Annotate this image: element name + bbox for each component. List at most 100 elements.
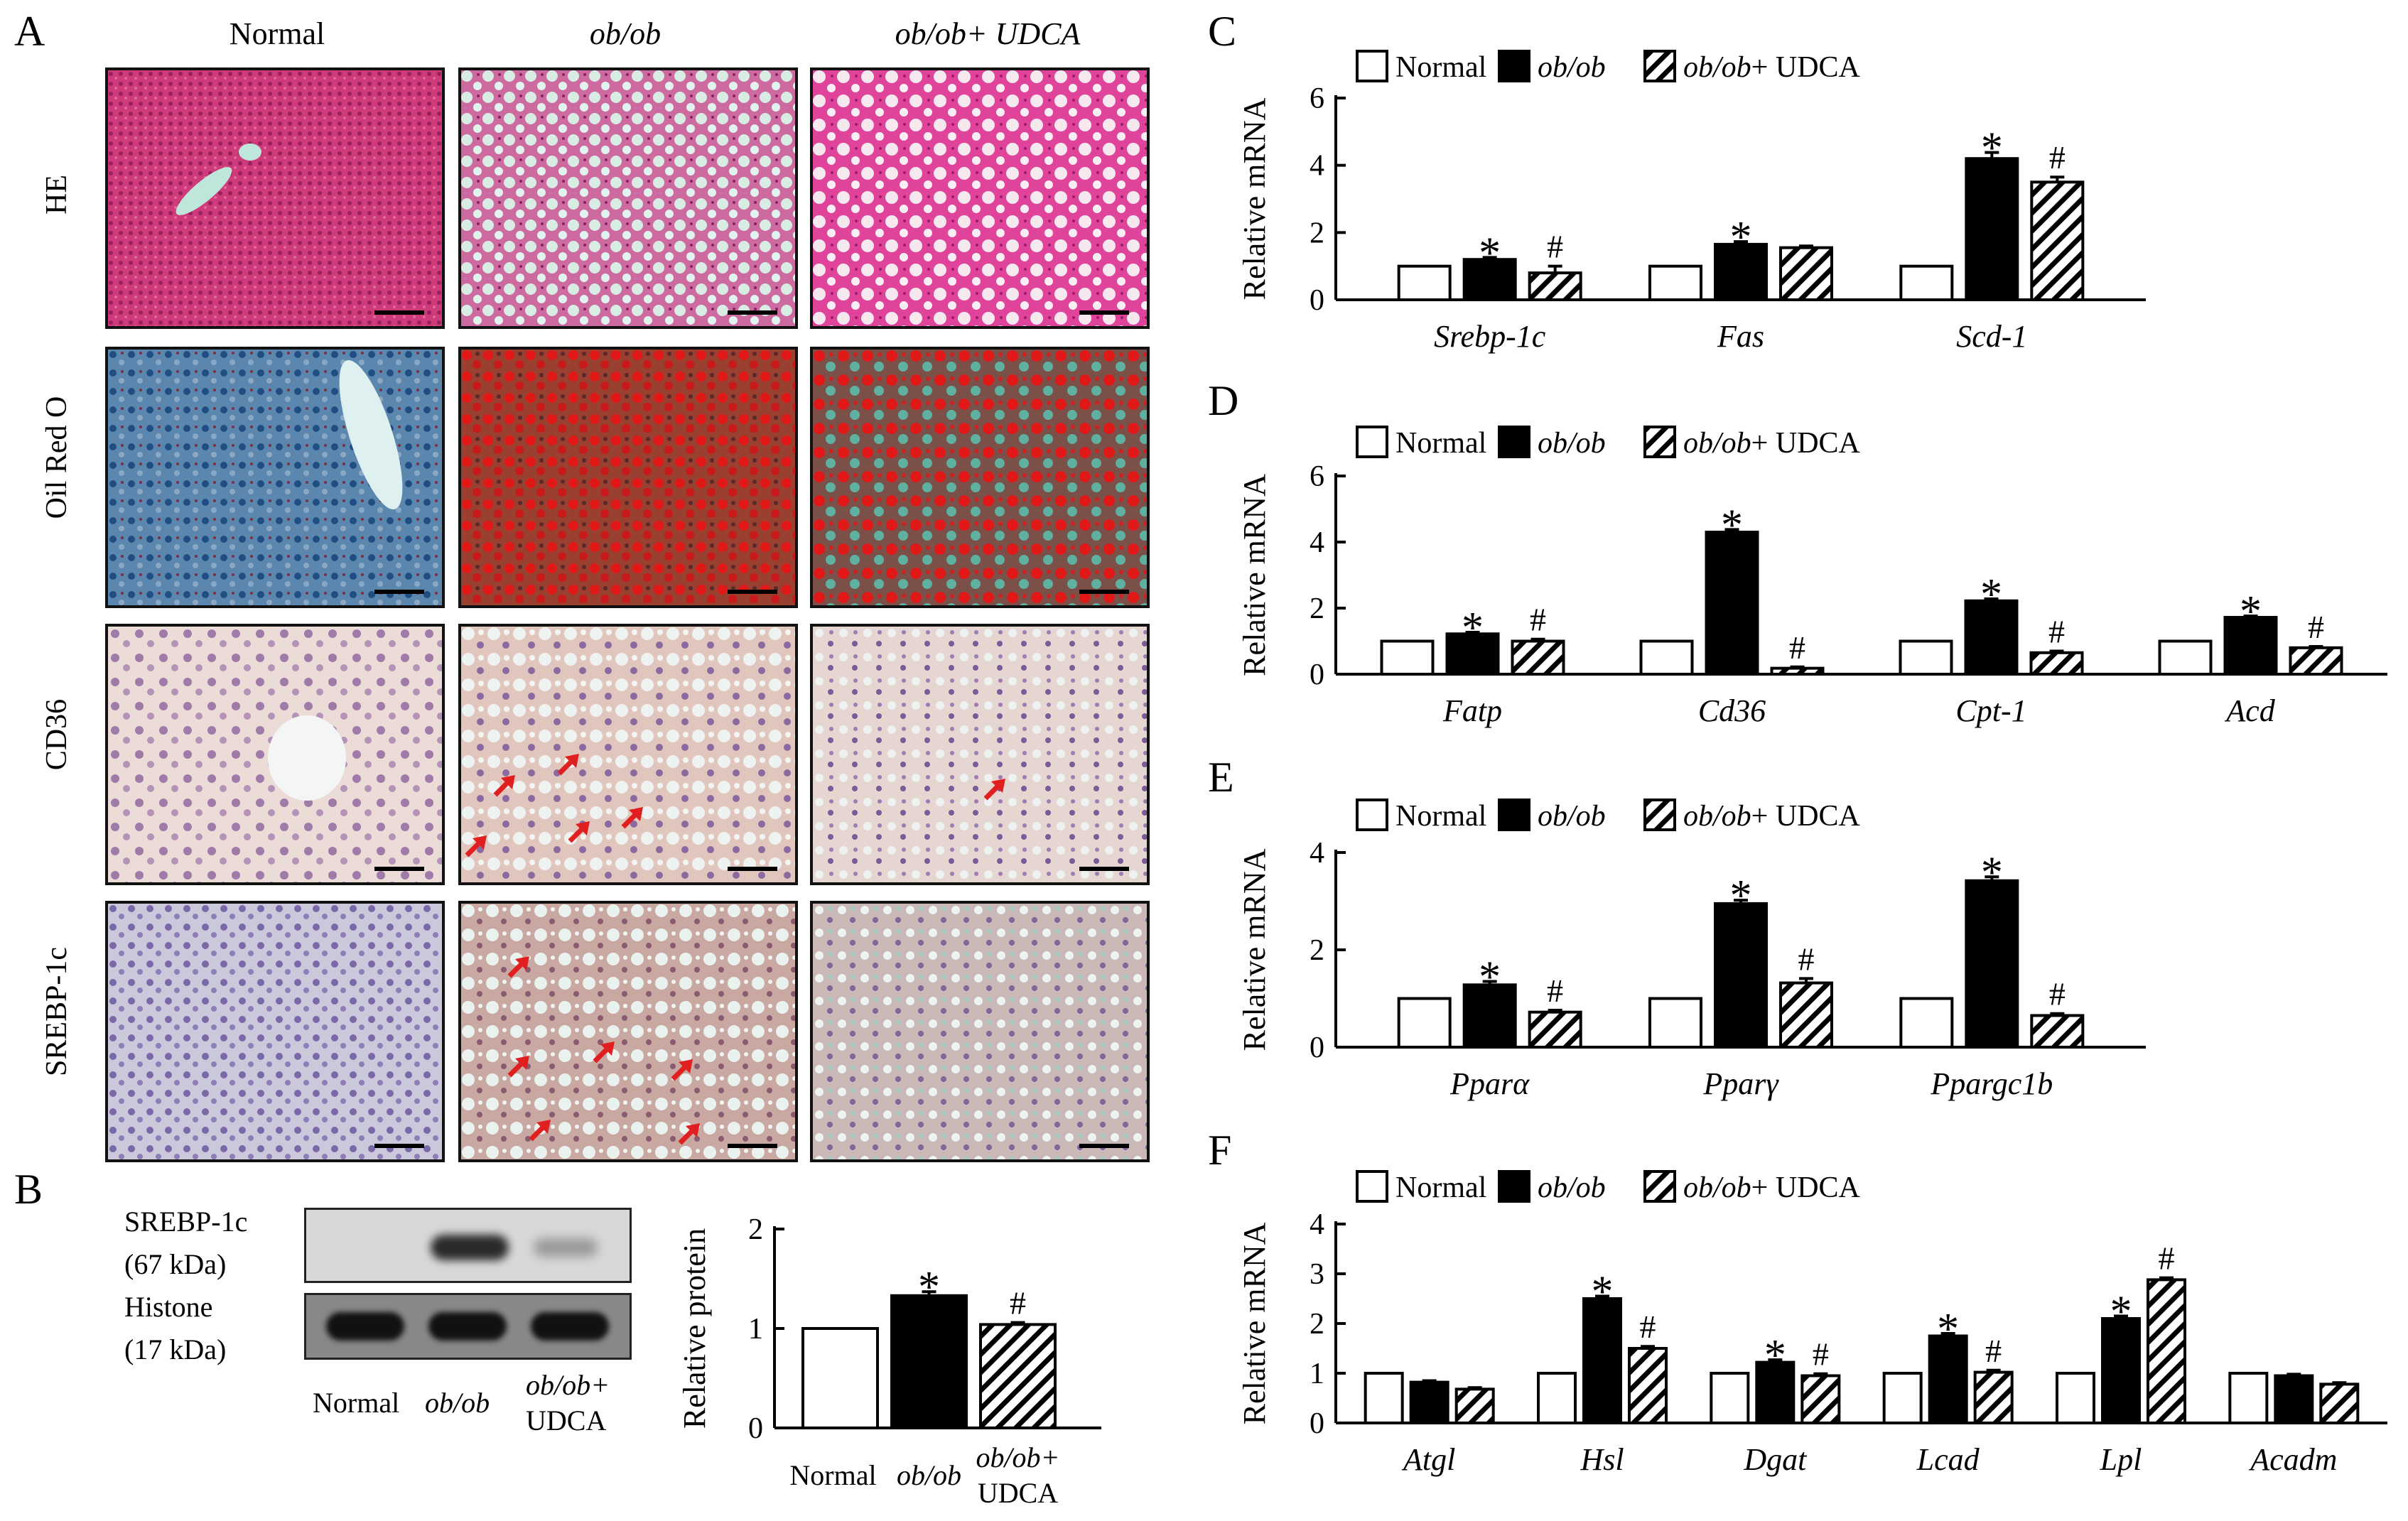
vessel bbox=[268, 715, 346, 801]
category-label: Normal bbox=[789, 1459, 876, 1491]
y-tick-label: 4 bbox=[1310, 150, 1324, 183]
micrograph-cd36-obob-udca bbox=[810, 624, 1150, 885]
legend-label-normal: Normal bbox=[1395, 51, 1486, 84]
vessel bbox=[339, 359, 403, 510]
bar-normal bbox=[1899, 997, 1954, 1049]
significance-star: * bbox=[1981, 848, 2003, 897]
legend-swatch-udca bbox=[1643, 426, 1676, 458]
significance-hash: # bbox=[2049, 139, 2066, 175]
wb-band-label-srebp: SREBP-1c bbox=[124, 1206, 248, 1238]
y-tick-label: 2 bbox=[1310, 1308, 1324, 1341]
chart-e: 0 2 4 Relative mRNA Normal ob/ob ob/ob+ UDCA * #… bbox=[1237, 799, 2146, 1101]
red-arrowhead-icon bbox=[679, 1059, 693, 1073]
red-arrowhead-icon bbox=[536, 1120, 551, 1134]
y-tick-label: 0 bbox=[1310, 284, 1324, 317]
scale-bar bbox=[728, 590, 777, 594]
y-axis-label: Relative mRNA bbox=[1237, 474, 1272, 676]
wb-band-label-histone: Histone bbox=[124, 1291, 213, 1323]
tissue-texture bbox=[813, 70, 1147, 326]
wb-lane-normal: Normal bbox=[313, 1387, 400, 1419]
micrograph-texture bbox=[108, 904, 442, 1159]
y-tick-label: 1 bbox=[748, 1313, 763, 1346]
bar-normal bbox=[2158, 639, 2213, 676]
bar-obob bbox=[1965, 879, 2019, 1049]
bar-udca bbox=[1528, 271, 1582, 301]
bar-udca bbox=[2029, 651, 2084, 676]
bar-udca bbox=[2030, 180, 2085, 301]
panel-label-c: C bbox=[1208, 8, 1237, 55]
panel-label-a: A bbox=[14, 8, 45, 55]
y-tick-label: 0 bbox=[1310, 1407, 1324, 1440]
red-arrowhead-icon bbox=[991, 779, 1005, 793]
red-arrowhead-icon bbox=[515, 1056, 529, 1070]
category-label: Srebp-1c bbox=[1434, 319, 1546, 354]
red-arrowhead-icon bbox=[576, 821, 590, 835]
y-tick-label: 0 bbox=[1310, 659, 1324, 691]
legend-swatch-obob bbox=[1498, 799, 1530, 831]
bar-obob bbox=[1445, 632, 1500, 676]
significance-hash: # bbox=[1985, 1333, 2002, 1369]
scale-bar bbox=[1079, 310, 1129, 315]
y-axis-label: Relative mRNA bbox=[1237, 97, 1272, 300]
scale-bar bbox=[374, 310, 424, 315]
y-tick-label: 2 bbox=[1310, 934, 1324, 967]
micrograph-texture bbox=[813, 904, 1147, 1159]
red-arrowhead-icon bbox=[686, 1123, 700, 1137]
category-label: Ppargc1b bbox=[1930, 1066, 2053, 1101]
micrograph-texture bbox=[813, 627, 1147, 882]
bar-udca bbox=[1800, 1374, 1841, 1424]
bar-normal bbox=[1710, 1372, 1750, 1424]
tissue-texture bbox=[461, 70, 795, 326]
category-label: Atgl bbox=[1401, 1442, 1455, 1477]
wb-lane-udca: UDCA bbox=[526, 1404, 607, 1436]
bar-normal bbox=[1899, 639, 1953, 676]
wb-srebp-band-udca bbox=[534, 1238, 598, 1257]
legend-label-normal: Normal bbox=[1395, 800, 1486, 833]
red-arrowhead-icon bbox=[600, 1041, 615, 1056]
row-label-cd36: CD36 bbox=[41, 698, 73, 771]
significance-star: * bbox=[2110, 1288, 2132, 1336]
chart-b: 0 1 2 Relative protein * # Normal ob/ob ob/ob+ UD… bbox=[677, 1213, 1101, 1509]
bar-udca bbox=[2289, 646, 2343, 676]
significance-star: * bbox=[1980, 570, 2002, 619]
y-axis-label: Relative mRNA bbox=[1237, 1222, 1272, 1424]
significance-star: * bbox=[1937, 1305, 1959, 1353]
micrograph-he-obob bbox=[458, 67, 798, 329]
significance-hash: # bbox=[1530, 602, 1546, 638]
significance-star: * bbox=[1479, 229, 1501, 277]
micrograph-texture bbox=[108, 627, 442, 882]
legend-label-obob: ob/ob bbox=[1538, 1171, 1606, 1204]
scale-bar bbox=[728, 310, 777, 315]
micrograph-texture bbox=[461, 350, 795, 605]
significance-hash: # bbox=[1798, 941, 1815, 977]
bar-normal bbox=[1397, 264, 1452, 301]
tissue-texture bbox=[813, 350, 1147, 605]
significance-hash: # bbox=[1789, 629, 1805, 666]
legend-label-udca: ob/ob+ UDCA bbox=[1683, 427, 1861, 460]
bar-normal bbox=[1537, 1372, 1577, 1424]
category-label: Fas bbox=[1717, 319, 1764, 354]
bar-obob bbox=[890, 1294, 968, 1429]
micrograph-oil-red-o-obob-udca bbox=[810, 347, 1150, 608]
panel-label-b: B bbox=[14, 1166, 43, 1213]
category-label: Fatp bbox=[1442, 693, 1502, 728]
legend-label-udca: ob/ob+ UDCA bbox=[1683, 1171, 1861, 1204]
bar-udca bbox=[1779, 246, 1833, 301]
category-label: Pparα bbox=[1449, 1066, 1530, 1101]
legend-label-obob: ob/ob bbox=[1538, 800, 1606, 833]
bar-normal bbox=[1648, 264, 1702, 301]
category-label: Acd bbox=[2224, 693, 2275, 728]
vessel bbox=[176, 167, 232, 215]
legend-swatch-udca bbox=[1643, 1170, 1676, 1203]
micrograph-texture bbox=[461, 627, 795, 882]
legend-swatch-udca bbox=[1643, 50, 1676, 82]
bar-obob bbox=[1714, 902, 1768, 1049]
red-arrowhead-icon bbox=[515, 956, 529, 970]
micrograph-he-normal bbox=[105, 67, 445, 329]
micrograph-oil-red-o-obob bbox=[458, 347, 798, 608]
bar-udca bbox=[1511, 639, 1565, 676]
red-arrowhead-icon bbox=[473, 835, 487, 850]
micrograph-cd36-obob bbox=[458, 624, 798, 885]
significance-hash: # bbox=[2159, 1240, 2175, 1277]
y-tick-label: 4 bbox=[1310, 526, 1324, 559]
